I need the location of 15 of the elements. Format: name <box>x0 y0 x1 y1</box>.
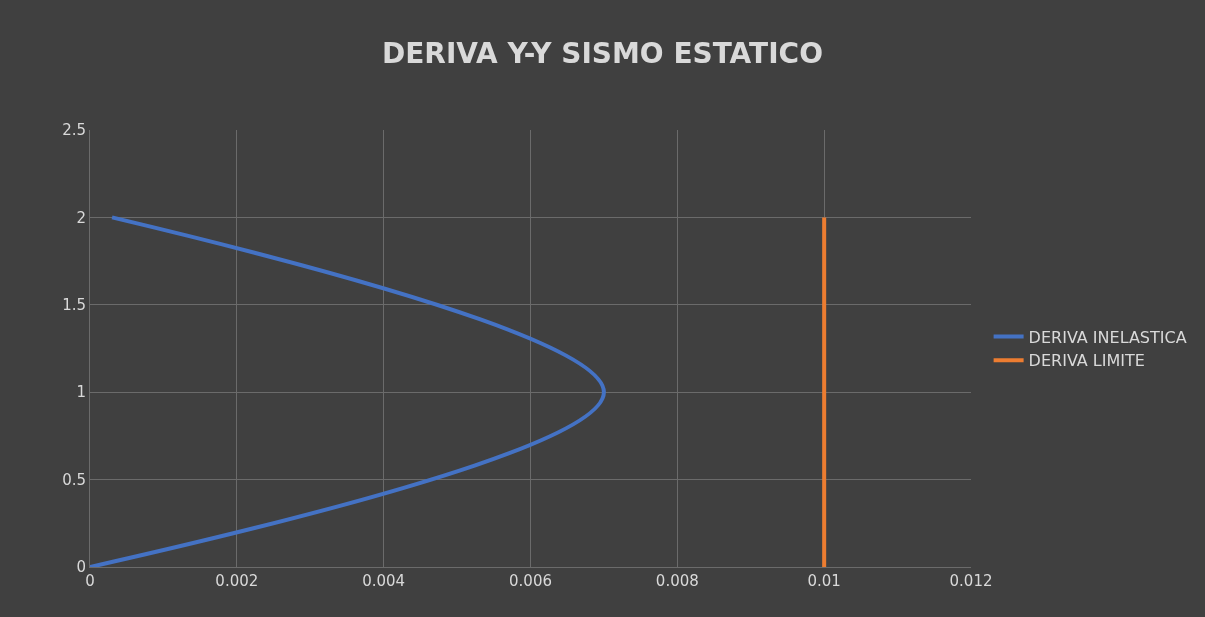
y-tick-label: 2.5 <box>62 121 86 140</box>
x-tick-label: 0.004 <box>362 572 406 590</box>
x-tick-label: 0.006 <box>509 572 552 590</box>
x-tick-label: 0.002 <box>215 572 259 590</box>
legend-label: DERIVA INELASTICA <box>1028 327 1187 347</box>
x-tick-label: 0.01 <box>807 572 841 590</box>
chart-title: DERIVA Y-Y SISMO ESTATICO <box>382 36 823 70</box>
x-tick-label: 0.012 <box>949 572 993 590</box>
y-tick-label: 0 <box>76 558 86 577</box>
x-tick-label: 0.008 <box>655 572 699 590</box>
y-tick-label: 2 <box>76 208 86 227</box>
y-tick-label: 1 <box>76 383 86 402</box>
legend-label: DERIVA LIMITE <box>1028 351 1145 371</box>
y-tick-label: 1.5 <box>62 296 86 315</box>
y-tick-label: 0.5 <box>62 470 86 489</box>
